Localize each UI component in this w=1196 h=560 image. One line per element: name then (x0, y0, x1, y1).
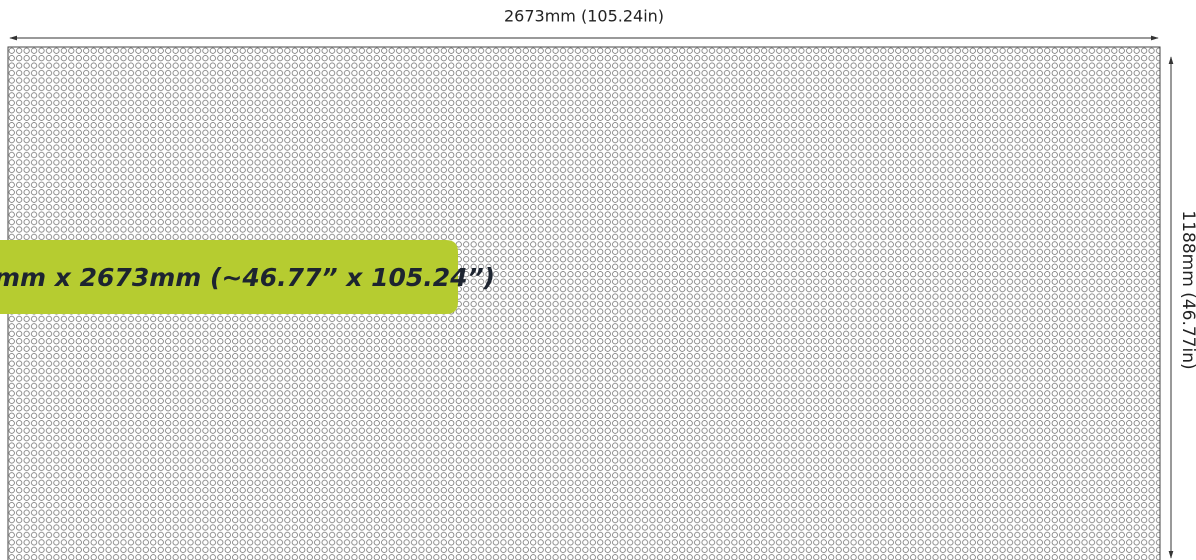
width-label: 2673mm (105.24in) (504, 7, 664, 26)
height-label: 1188mm (46.77in) (1178, 210, 1196, 369)
banner-text: mm x 2673mm (~46.77” x 105.24”) (0, 263, 495, 292)
banner-background (0, 240, 458, 314)
